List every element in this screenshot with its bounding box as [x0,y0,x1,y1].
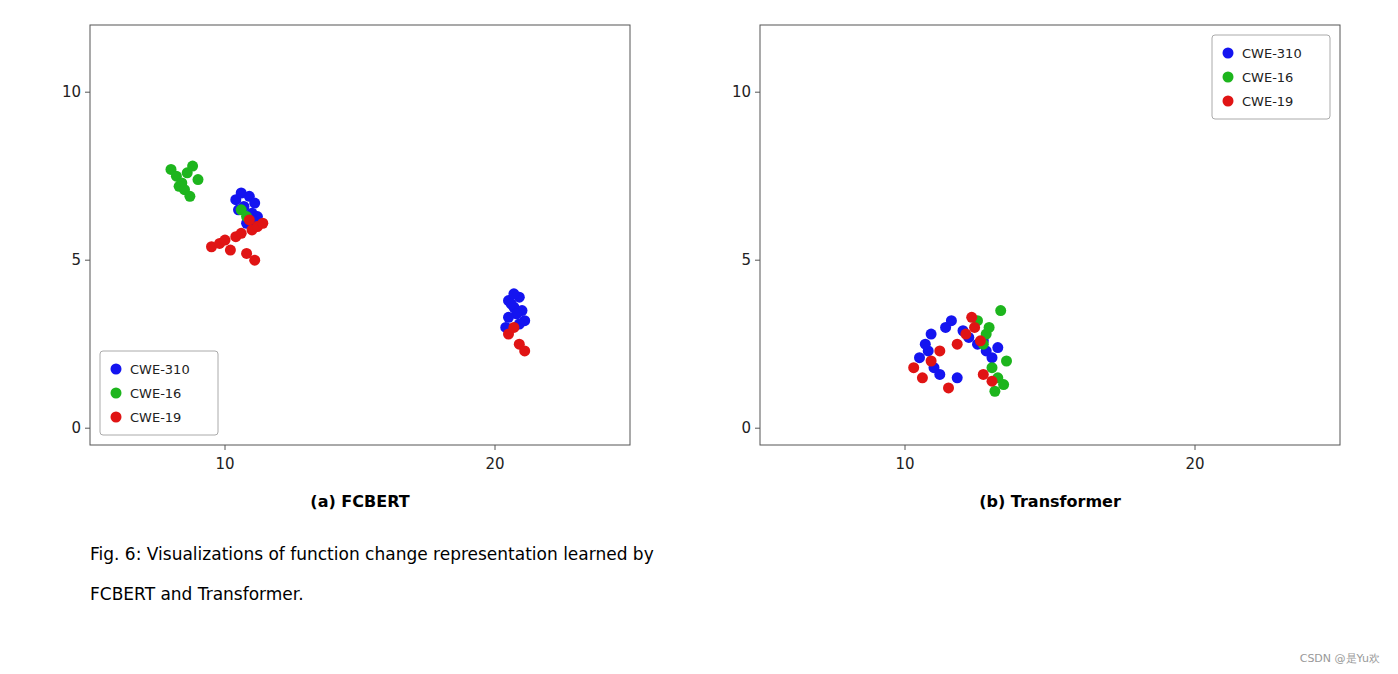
point [992,342,1003,353]
subplot-title: (a) FCBERT [310,492,409,511]
legend: CWE-310 CWE-16 CWE-19 [100,351,218,435]
point [908,362,919,373]
legend-box [1212,35,1330,119]
point [503,312,514,323]
point [943,382,954,393]
legend-label: CWE-16 [1242,70,1293,85]
point [187,161,198,172]
point [934,369,945,380]
legend: CWE-310 CWE-16 CWE-19 [1212,35,1330,119]
point [978,369,989,380]
y-tick [85,428,90,429]
points [908,305,1012,397]
legend-swatch [1223,72,1234,83]
x-tick-label: 20 [485,455,504,473]
y-tick [755,92,760,93]
legend-label: CWE-16 [130,386,181,401]
point [225,245,236,256]
point [184,191,195,202]
legend-label: CWE-310 [1242,46,1302,61]
x-tick-label: 10 [895,455,914,473]
y-tick-label: 5 [71,251,81,269]
x-tick-label: 10 [215,455,234,473]
legend-label: CWE-19 [1242,94,1293,109]
point [1001,356,1012,367]
panel: 10 20 0 5 10 (a) FCBERT CWE-310 CWE-16 CWE-19 [62,25,630,511]
legend-swatch [1223,48,1234,59]
y-tick [755,428,760,429]
point [917,372,928,383]
point [952,372,963,383]
legend-label: CWE-19 [130,410,181,425]
legend-swatch [111,364,122,375]
point [926,356,937,367]
point [920,339,931,350]
point [934,345,945,356]
panel: 10200510(b) TransformerCWE-310CWE-16CWE-… [732,25,1340,511]
point [519,345,530,356]
point [249,255,260,266]
point [987,376,998,387]
point [508,322,519,333]
x-tick-label: 20 [1185,455,1204,473]
point [946,315,957,326]
point [220,235,231,246]
x-tick [1195,445,1196,450]
y-tick-label: 10 [732,83,751,101]
point [987,362,998,373]
x-tick [905,445,906,450]
point [952,339,963,350]
plot-frame [760,25,1340,445]
legend-swatch [1223,96,1234,107]
legend-swatch [111,412,122,423]
y-tick [85,260,90,261]
legend-swatch [111,388,122,399]
y-tick-label: 5 [741,251,751,269]
point [914,352,925,363]
point [244,214,255,225]
points [166,161,531,357]
figure: 10 20 0 5 10 (a) FCBERT CWE-310 CWE-16 CWE-19 Fig… [0,0,1398,674]
x-tick [495,445,496,450]
watermark: CSDN @是Yu欢 [1300,652,1380,665]
plot-frame [90,25,630,445]
annotations: Fig. 6: Visualizations of function chang… [90,544,1380,665]
point [969,322,980,333]
point [193,174,204,185]
y-tick-label: 10 [62,83,81,101]
legend-label: CWE-310 [130,362,190,377]
point [257,218,268,229]
point [249,198,260,209]
point [998,379,1009,390]
point [987,352,998,363]
y-tick [755,260,760,261]
y-tick-label: 0 [741,419,751,437]
point [926,329,937,340]
point [995,305,1006,316]
point [966,312,977,323]
y-tick-label: 0 [71,419,81,437]
caption: FCBERT and Transformer. [90,584,304,604]
point [508,288,519,299]
x-tick [225,445,226,450]
point [236,228,247,239]
subplot-title: (b) Transformer [979,492,1121,511]
point [989,386,1000,397]
point [975,335,986,346]
y-tick [85,92,90,93]
point [984,322,995,333]
caption: Fig. 6: Visualizations of function chang… [90,544,654,564]
legend-box [100,351,218,435]
point [960,329,971,340]
point [506,298,517,309]
